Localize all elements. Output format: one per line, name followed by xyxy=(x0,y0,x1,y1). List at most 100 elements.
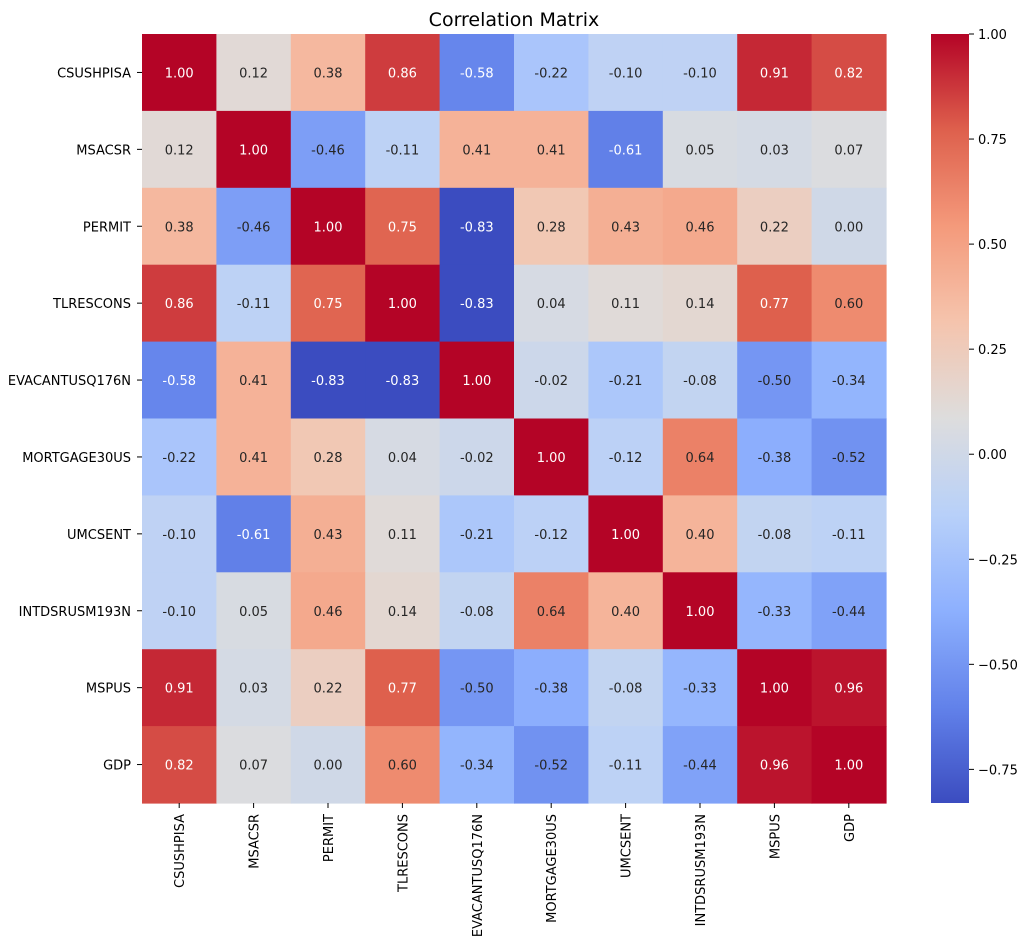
cell-value-label: -0.38 xyxy=(534,682,568,697)
heatmap-cell xyxy=(365,572,441,650)
cell-value-label: -0.58 xyxy=(162,374,196,389)
cell-value-label: 0.00 xyxy=(834,220,863,235)
cell-value-label: 0.07 xyxy=(834,143,863,158)
y-tick-label: INTDSRUSM193N xyxy=(19,605,131,620)
heatmap-cell xyxy=(811,418,887,496)
heatmap-cell xyxy=(662,495,738,573)
heatmap-cell xyxy=(514,649,589,727)
heatmap-cell xyxy=(439,34,515,112)
y-tick-label: CSUSHPISA xyxy=(57,66,131,81)
heatmap-cell xyxy=(216,34,292,112)
cell-value-label: -0.44 xyxy=(832,605,866,620)
cell-value-label: -0.21 xyxy=(460,528,494,543)
cell-value-label: 1.00 xyxy=(239,143,268,158)
cell-value-label: 0.07 xyxy=(239,759,268,774)
cell-value-label: 0.12 xyxy=(165,143,194,158)
x-axis-tick-labels: CSUSHPISA MSACSR PERMIT TLRESCONS EVACANTUSQ… xyxy=(173,803,858,937)
colorbar-tick-label: 0.00 xyxy=(978,448,1007,463)
cell-value-label: 0.03 xyxy=(760,143,789,158)
heatmap-cell xyxy=(737,572,813,650)
heatmap-cell xyxy=(142,726,217,804)
y-tick-label: PERMIT xyxy=(83,220,131,235)
cell-value-label: 0.14 xyxy=(388,605,417,620)
x-tick-label: INTDSRUSM193N xyxy=(694,814,709,926)
heatmap-cell xyxy=(588,495,664,573)
heatmap-cell xyxy=(290,495,366,573)
cell-value-label: 0.40 xyxy=(611,605,640,620)
heatmap-cell xyxy=(439,726,515,804)
heatmap-cell xyxy=(216,726,292,804)
cell-value-label: 0.38 xyxy=(165,220,194,235)
heatmap-cell xyxy=(514,34,589,112)
cell-value-label: 0.00 xyxy=(314,759,343,774)
cell-value-label: -0.02 xyxy=(534,374,568,389)
cell-value-label: -0.44 xyxy=(683,759,717,774)
cell-value-label: 0.64 xyxy=(537,605,566,620)
cell-value-label: 0.60 xyxy=(834,297,863,312)
heatmap-cell xyxy=(514,110,589,189)
colorbar-tick-label: 0.25 xyxy=(978,343,1007,358)
y-tick-label: MORTGAGE30US xyxy=(22,451,131,466)
cell-value-label: 1.00 xyxy=(611,528,640,543)
cell-value-label: 1.00 xyxy=(537,451,566,466)
cell-value-label: -0.38 xyxy=(758,451,792,466)
heatmap-cell xyxy=(737,341,813,420)
heatmap-cell xyxy=(142,572,217,650)
cell-value-label: -0.10 xyxy=(683,66,717,81)
heatmap-cell xyxy=(588,341,664,420)
heatmap-cell xyxy=(514,187,589,266)
cell-value-label: 0.38 xyxy=(314,66,343,81)
cell-value-label: -0.52 xyxy=(534,759,568,774)
cell-value-label: 0.41 xyxy=(537,143,566,158)
colorbar-tick-label: 1.00 xyxy=(978,28,1007,43)
x-tick-label: MSACSR xyxy=(248,814,263,869)
heatmap-cell xyxy=(514,341,589,420)
cell-value-label: 0.22 xyxy=(314,682,343,697)
cell-value-label: 0.12 xyxy=(239,66,268,81)
heatmap-cell xyxy=(290,572,366,650)
heatmap-cell xyxy=(365,341,441,420)
cell-value-label: -0.22 xyxy=(162,451,196,466)
cell-value-label: -0.50 xyxy=(758,374,792,389)
cell-value-label: -0.12 xyxy=(534,528,568,543)
x-tick-label: MSPUS xyxy=(768,814,783,859)
heatmap-cell xyxy=(439,187,515,266)
cell-value-label: -0.46 xyxy=(311,143,345,158)
heatmap-cell xyxy=(737,418,813,496)
cell-value-label: -0.11 xyxy=(609,759,643,774)
heatmap-cell xyxy=(365,264,441,343)
colorbar-tick-label: 0.50 xyxy=(978,238,1007,253)
heatmap-cell xyxy=(142,34,217,112)
heatmap-cell xyxy=(365,726,441,804)
cell-value-label: -0.21 xyxy=(609,374,643,389)
heatmap-cell xyxy=(588,187,664,266)
heatmap-cell xyxy=(662,572,738,650)
heatmap-cell xyxy=(811,187,887,266)
heatmap-cell xyxy=(737,187,813,266)
cell-value-label: 0.64 xyxy=(686,451,715,466)
heatmap-cell xyxy=(216,264,292,343)
heatmap-cell xyxy=(514,495,589,573)
cell-value-label: -0.11 xyxy=(386,143,420,158)
heatmap-cell xyxy=(662,187,738,266)
cell-value-label: 0.60 xyxy=(388,759,417,774)
cell-value-label: 0.46 xyxy=(686,220,715,235)
heatmap-cell xyxy=(514,264,589,343)
cell-value-label: -0.02 xyxy=(460,451,494,466)
heatmap-cell xyxy=(439,341,515,420)
cell-value-label: -0.11 xyxy=(237,297,271,312)
cell-value-label: -0.08 xyxy=(758,528,792,543)
x-tick-label: GDP xyxy=(843,814,858,842)
heatmap-cell xyxy=(811,726,887,804)
cell-value-label: -0.10 xyxy=(609,66,643,81)
heatmap-cell xyxy=(290,418,366,496)
heatmap-cell xyxy=(737,110,813,189)
heatmap-cell xyxy=(514,418,589,496)
cell-value-label: -0.52 xyxy=(832,451,866,466)
heatmap-cell xyxy=(142,341,217,420)
heatmap-cell xyxy=(142,649,217,727)
heatmap-cell xyxy=(439,495,515,573)
cell-value-label: 1.00 xyxy=(686,605,715,620)
heatmap-cell xyxy=(662,264,738,343)
cell-value-label: -0.34 xyxy=(832,374,866,389)
